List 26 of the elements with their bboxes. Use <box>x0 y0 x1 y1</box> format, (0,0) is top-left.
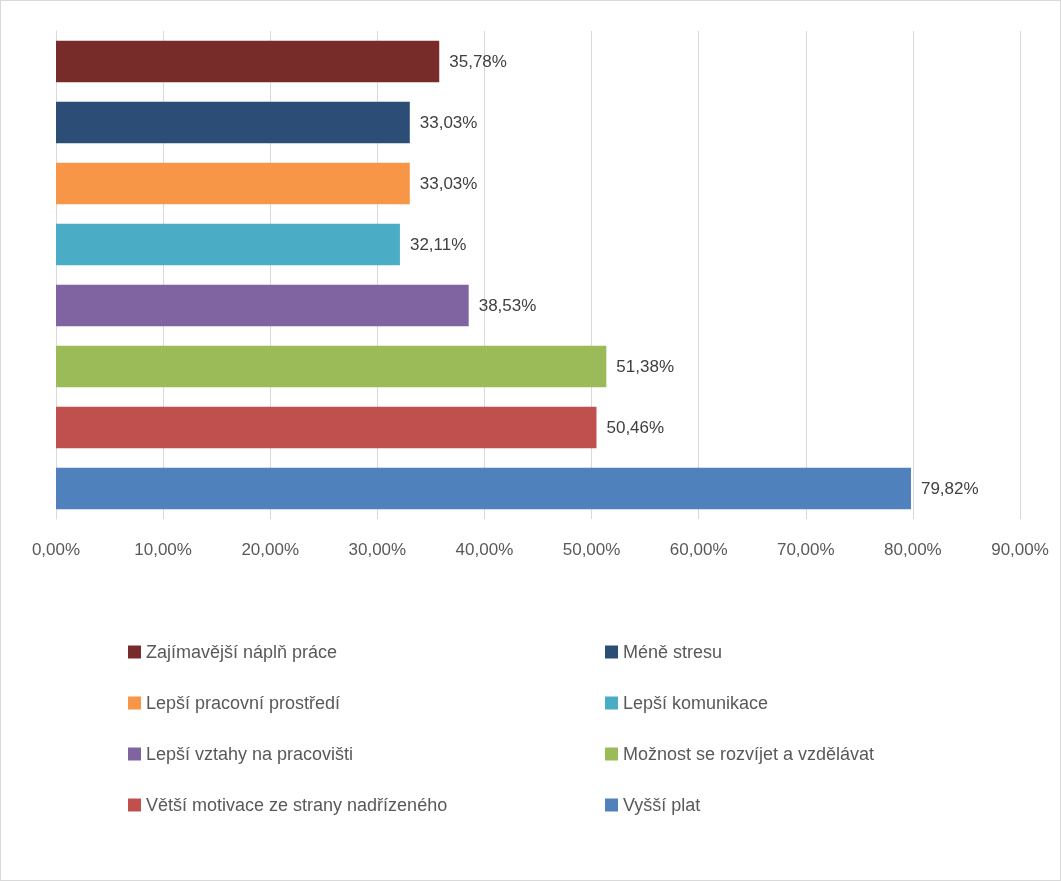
x-tick-label: 10,00% <box>134 540 192 559</box>
legend-label: Méně stresu <box>623 642 723 662</box>
x-tick-label: 40,00% <box>455 540 514 559</box>
x-tick-label: 20,00% <box>241 540 300 559</box>
data-label: 79,82% <box>920 479 979 498</box>
x-tick-label: 50,00% <box>562 540 621 559</box>
legend-label: Zajímavější náplň práce <box>146 642 338 662</box>
x-tick-label: 60,00% <box>669 540 728 559</box>
x-tick-label: 80,00% <box>884 540 942 559</box>
data-label: 32,11% <box>409 235 467 254</box>
legend-label: Možnost se rozvíjet a vzdělávat <box>623 744 875 764</box>
data-label: 33,03% <box>419 174 478 193</box>
x-tick-label: 70,00% <box>776 540 835 559</box>
data-label: 33,03% <box>419 113 478 132</box>
legend-label: Větší motivace ze strany nadřízeného <box>146 795 448 815</box>
data-label: 50,46% <box>606 418 665 437</box>
x-tick-label: 0,00% <box>31 540 81 559</box>
data-label: 38,53% <box>478 296 537 315</box>
data-label: 35,78% <box>449 52 507 71</box>
data-label: 51,38% <box>616 357 675 376</box>
x-tick-label: 90,00% <box>991 540 1049 559</box>
legend-label: Lepší pracovní prostředí <box>146 693 341 713</box>
legend-label: Vyšší plat <box>623 795 701 815</box>
legend-label: Lepší vztahy na pracovišti <box>146 744 354 764</box>
legend-label: Lepší komunikace <box>623 693 769 713</box>
x-tick-label: 30,00% <box>348 540 407 559</box>
